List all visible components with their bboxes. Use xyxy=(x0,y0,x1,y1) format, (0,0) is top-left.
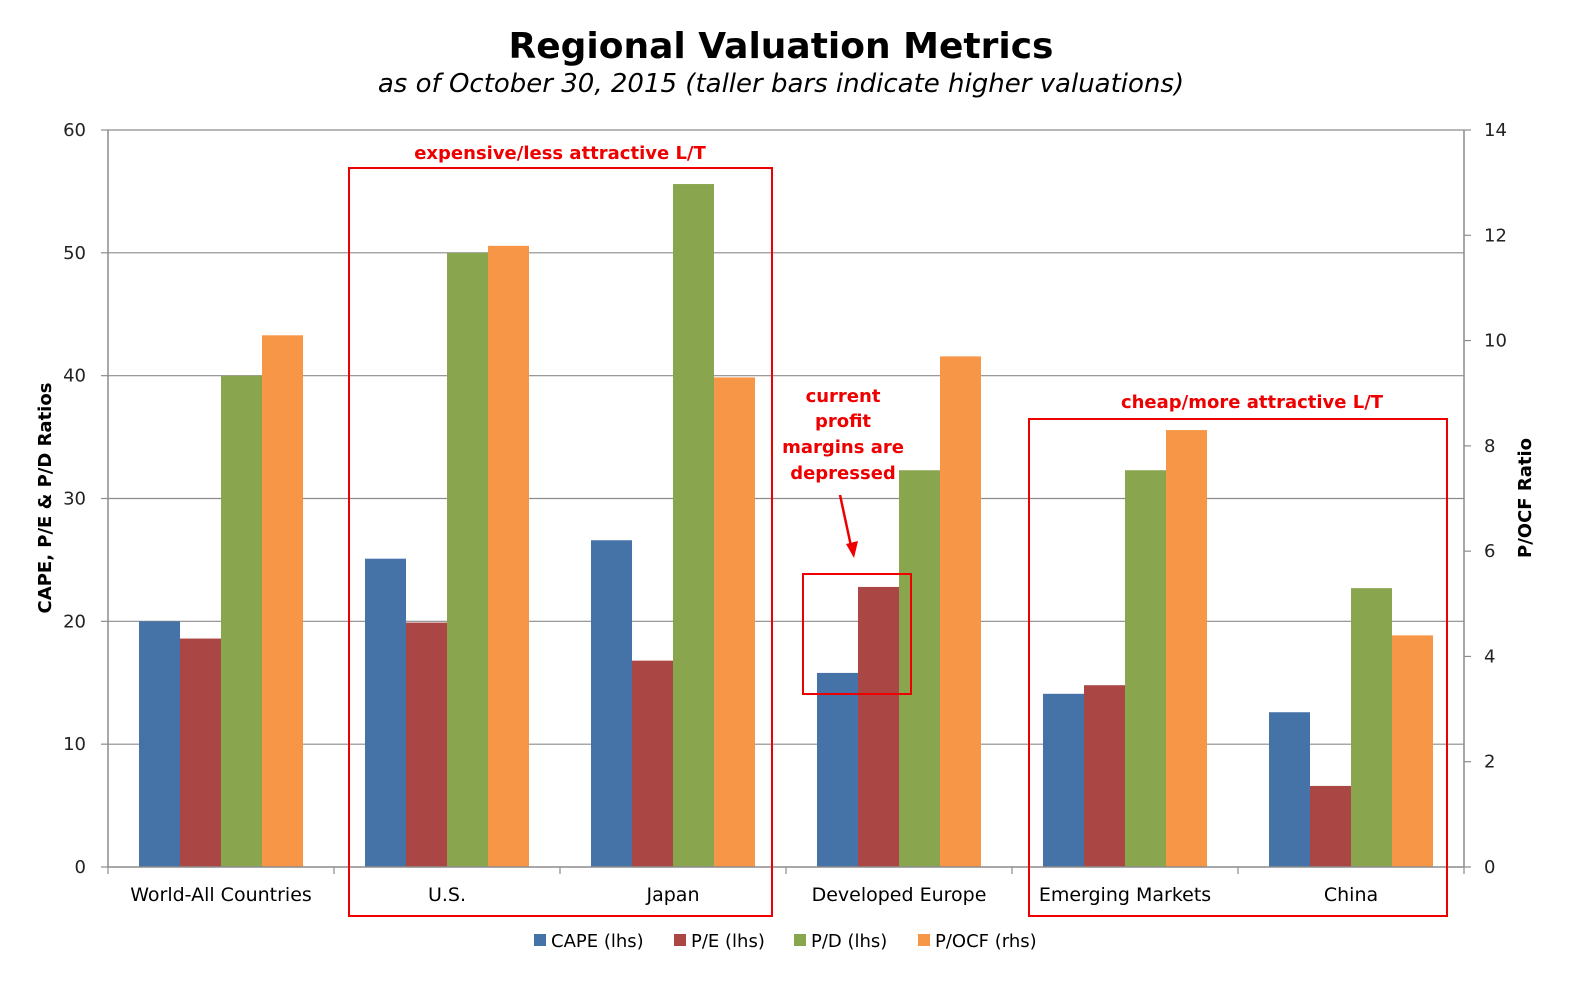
bar-3-0 xyxy=(262,335,303,867)
legend-swatch-pocf xyxy=(918,934,930,946)
right-tick-label: 0 xyxy=(1484,857,1495,878)
margins-annotation-line-4: depressed xyxy=(790,463,896,484)
right-tick-label: 6 xyxy=(1484,541,1495,562)
expensive-box xyxy=(348,167,773,917)
chart-subtitle: as of October 30, 2015 (taller bars indi… xyxy=(378,69,1184,99)
legend-label-pe: P/E (lhs) xyxy=(691,931,765,952)
bars xyxy=(139,184,1433,868)
cheap-box xyxy=(1028,418,1448,917)
cheap-annotation: cheap/more attractive L/T xyxy=(1121,392,1384,413)
left-tick-label: 60 xyxy=(63,120,86,141)
category-label: Japan xyxy=(646,884,700,906)
margins-annotation-line-3: margins are xyxy=(782,437,904,458)
legend-label-pocf: P/OCF (rhs) xyxy=(935,931,1037,952)
bar-2-4 xyxy=(1125,470,1166,867)
left-tick-label: 20 xyxy=(63,611,86,632)
annotations: expensive/less attractive L/T cheap/more… xyxy=(348,143,1448,917)
bar-2-5 xyxy=(1351,588,1392,867)
category-label: Emerging Markets xyxy=(1039,884,1211,906)
bar-3-3 xyxy=(940,356,981,867)
bar-0-3 xyxy=(817,672,858,867)
y2-axis-label: P/OCF Ratio xyxy=(1515,438,1536,558)
bar-2-0 xyxy=(221,375,262,867)
left-tick-label: 0 xyxy=(75,857,86,878)
bar-3-2 xyxy=(714,377,755,867)
bar-1-3 xyxy=(858,586,899,867)
bar-2-3 xyxy=(899,470,940,867)
margins-box xyxy=(802,573,912,695)
category-label: China xyxy=(1324,884,1378,906)
y-axis-label: CAPE, P/E & P/D Ratios xyxy=(35,383,56,614)
legend-swatch-cape xyxy=(534,934,546,946)
legend-swatch-pd xyxy=(794,934,806,946)
margins-annotation-line-2: profit xyxy=(815,411,871,432)
right-tick-label: 14 xyxy=(1484,120,1507,141)
bar-3-1 xyxy=(488,245,529,868)
left-tick-label: 30 xyxy=(63,489,86,510)
bar-2-1 xyxy=(447,252,488,868)
right-axis-ticks: 0 2 4 6 8 10 12 14 xyxy=(1464,120,1507,878)
margins-annotation-line-1: current xyxy=(806,386,881,407)
right-tick-label: 12 xyxy=(1484,225,1507,246)
legend: CAPE (lhs) P/E (lhs) P/D (lhs) P/OCF (rh… xyxy=(534,931,1037,952)
right-tick-label: 10 xyxy=(1484,331,1507,352)
right-tick-label: 2 xyxy=(1484,752,1495,773)
gridlines xyxy=(108,129,1464,745)
chart-title: Regional Valuation Metrics xyxy=(509,26,1054,67)
expensive-annotation: expensive/less attractive L/T xyxy=(414,143,706,164)
right-tick-label: 4 xyxy=(1484,646,1495,667)
bar-3-5 xyxy=(1392,635,1433,867)
category-label: U.S. xyxy=(428,884,466,906)
margins-arrow-head xyxy=(846,541,858,558)
margins-arrow-shaft xyxy=(838,494,853,547)
bar-0-2 xyxy=(591,540,632,867)
category-label: Developed Europe xyxy=(812,884,987,906)
bar-1-1 xyxy=(406,622,447,867)
left-axis-ticks: 0 10 20 30 40 50 60 xyxy=(63,120,108,878)
left-tick-label: 40 xyxy=(63,366,86,387)
category-label: World-All Countries xyxy=(130,884,312,906)
bar-1-5 xyxy=(1310,785,1351,867)
right-tick-label: 8 xyxy=(1484,436,1495,457)
bar-0-4 xyxy=(1043,693,1084,867)
bar-2-2 xyxy=(673,184,714,868)
left-tick-label: 10 xyxy=(63,734,86,755)
legend-label-pd: P/D (lhs) xyxy=(811,931,887,952)
axes xyxy=(107,130,1465,874)
left-tick-label: 50 xyxy=(63,243,86,264)
bar-0-1 xyxy=(365,558,406,867)
legend-swatch-pe xyxy=(674,934,686,946)
bar-0-0 xyxy=(139,621,180,867)
bar-1-0 xyxy=(180,638,221,867)
bar-1-2 xyxy=(632,660,673,867)
bar-0-5 xyxy=(1269,712,1310,867)
bar-1-4 xyxy=(1084,685,1125,867)
bar-3-4 xyxy=(1166,430,1207,867)
legend-label-cape: CAPE (lhs) xyxy=(551,931,644,952)
category-labels: World-All Countries U.S. Japan Developed Eu… xyxy=(130,884,1378,906)
